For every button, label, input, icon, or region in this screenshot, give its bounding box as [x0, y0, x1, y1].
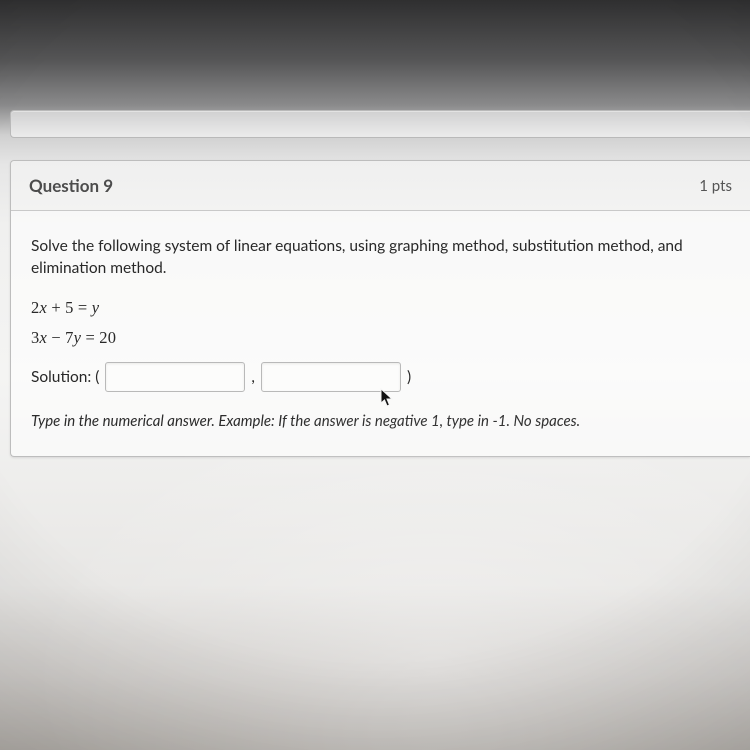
eq1-op: + — [51, 298, 61, 317]
previous-question-card-edge — [10, 110, 750, 138]
solution-close: ) — [407, 368, 411, 386]
question-points: 1 pts — [699, 177, 732, 195]
solution-separator: , — [251, 368, 255, 386]
solution-label: Solution: ( — [31, 368, 99, 386]
eq1-const: 5 — [65, 298, 73, 317]
eq2-var-x: x — [39, 328, 47, 347]
eq2-var-y: y — [74, 328, 82, 347]
question-card: Question 9 1 pts Solve the following sys… — [10, 160, 750, 457]
answer-x-input[interactable] — [105, 362, 245, 392]
equation-2: 3x − 7y = 20 — [31, 328, 730, 348]
screen-surface: Question 9 1 pts Solve the following sys… — [0, 0, 750, 750]
equation-1: 2x + 5 = y — [31, 298, 730, 318]
eq2-op: − — [51, 328, 61, 347]
eq2-b: 7 — [65, 328, 73, 347]
answer-y-input[interactable] — [261, 362, 401, 392]
answer-format-hint: Type in the numerical answer. Example: I… — [31, 412, 730, 430]
eq1-var-x: x — [39, 298, 47, 317]
solution-row: Solution: ( , ) — [31, 362, 730, 392]
question-body: Solve the following system of linear equ… — [11, 211, 750, 456]
question-prompt: Solve the following system of linear equ… — [31, 235, 730, 280]
eq2-rhs: 20 — [99, 328, 116, 347]
eq1-var-y: y — [92, 298, 100, 317]
question-header: Question 9 1 pts — [11, 161, 750, 211]
question-title: Question 9 — [29, 175, 113, 196]
